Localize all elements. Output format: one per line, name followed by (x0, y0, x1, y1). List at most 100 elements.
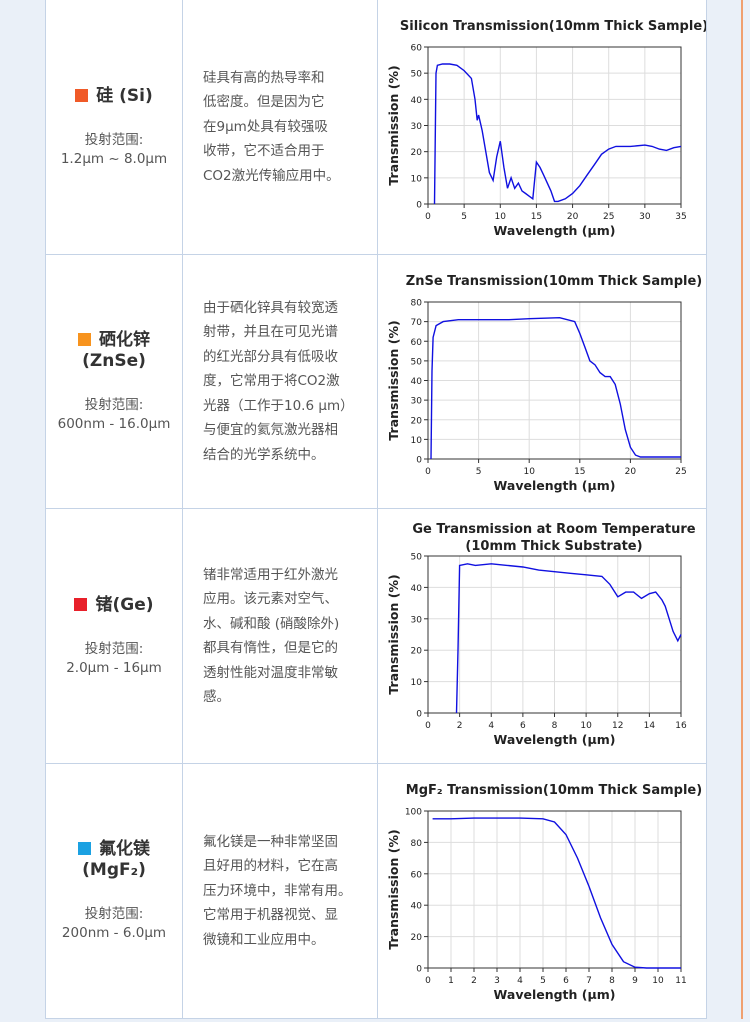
description-line: 且好用的材料，它在高 (203, 858, 338, 875)
y-tick-label: 40 (411, 584, 423, 594)
description-line: 硅具有高的热导率和 (203, 69, 325, 86)
description-line: 射带，并且在可见光谱 (203, 324, 338, 341)
color-swatch (78, 842, 91, 855)
y-tick-label: 40 (411, 377, 423, 387)
y-tick-label: 20 (411, 933, 423, 943)
x-tick-label: 20 (625, 467, 637, 477)
range-value: 600nm - 16.0μm (57, 415, 171, 432)
x-tick-label: 11 (675, 976, 686, 986)
y-tick-label: 30 (411, 122, 423, 132)
x-axis-label: Wavelength (μm) (494, 478, 616, 493)
color-swatch (78, 332, 91, 346)
x-tick-label: 0 (425, 721, 431, 731)
chart-title: ZnSe Transmission(10mm Thick Sample) (406, 274, 702, 289)
material-name: 氟化镁 (78, 839, 150, 860)
chart-title: MgF₂ Transmission(10mm Thick Sample) (406, 783, 702, 798)
chart-subtitle: (10mm Thick Substrate) (465, 539, 642, 554)
x-tick-label: 12 (612, 721, 623, 731)
y-tick-label: 30 (411, 615, 423, 625)
x-tick-label: 3 (494, 976, 500, 986)
y-tick-label: 60 (411, 338, 423, 348)
chart-cell: MgF₂ Transmission(10mm Thick Sample) 0 20 4… (379, 764, 706, 1018)
description-line: 都具有惰性，但是它的 (203, 640, 338, 656)
x-tick-label: 10 (580, 721, 592, 731)
x-axis-label: Wavelength (μm) (494, 223, 616, 238)
material-name: (MgF₂) (82, 860, 146, 881)
y-tick-label: 0 (416, 965, 422, 975)
y-tick-label: 30 (411, 397, 423, 407)
data-line (455, 563, 682, 714)
table: 硅 (Si) 投射范围: 1.2μm ~ 8.0μm 硅具有高的热导率和 低密度。但是因… (45, 0, 708, 1019)
description-line: 氟化镁是一种非常坚固 (203, 833, 338, 850)
name-text: (ZnSe) (82, 350, 146, 371)
plot-border (427, 301, 682, 460)
name-text: 硒化锌 (99, 329, 150, 350)
x-tick-label: 4 (517, 976, 523, 986)
y-tick-label: 10 (411, 678, 423, 688)
chart: Ge Transmission at Room Temperature (10mm… (386, 522, 696, 747)
range-value: 200nm - 6.0μm (61, 925, 167, 941)
range-value: 2.0μm - 16μm (66, 659, 162, 676)
data-line (430, 316, 681, 460)
y-tick-label: 20 (411, 647, 423, 657)
table-row: 氟化镁 (MgF₂) 投射范围: 200nm - 6.0μm 氟化镁是一种非常坚固 且好用… (46, 764, 706, 1019)
description-cell: 锗非常适用于红外激光 应用。该元素对空气、 水、碱和酸 (硝酸除外) 都具有惰性，但是… (183, 509, 378, 763)
y-tick-label: 0 (416, 456, 422, 466)
x-tick-label: 14 (644, 721, 656, 731)
data-line (433, 63, 682, 205)
description-line: 在9μm处具有较强吸 (203, 118, 328, 135)
y-tick-label: 10 (411, 436, 423, 446)
y-tick-label: 0 (416, 201, 422, 211)
y-tick-label: 20 (411, 416, 423, 426)
chart-cell: ZnSe Transmission(10mm Thick Sample) 0 10 2… (379, 255, 706, 508)
y-tick-label: 40 (411, 902, 423, 912)
plot-border (427, 810, 682, 969)
chart-title: Ge Transmission at Room Temperature (412, 522, 695, 537)
x-tick-label: 20 (567, 212, 579, 222)
x-tick-label: 15 (574, 467, 585, 477)
material-cell: 硒化锌 (ZnSe) 投射范围: 600nm - 16.0μm (46, 255, 183, 508)
x-tick-label: 25 (675, 467, 686, 477)
description-line: 锗非常适用于红外激光 (203, 566, 338, 583)
x-tick-label: 4 (488, 721, 494, 731)
x-tick-label: 10 (652, 976, 664, 986)
name-text: (MgF₂) (82, 860, 146, 880)
chart-cell: Silicon Transmission(10mm Thick Sample) 0… (379, 0, 708, 254)
range-label: 投射范围: (84, 906, 144, 922)
description-line: 与便宜的氦氖激光器相 (203, 422, 338, 439)
x-tick-label: 25 (603, 212, 614, 222)
description-line: 结合的光学系统中。 (203, 446, 325, 463)
chart: MgF₂ Transmission(10mm Thick Sample) 0 20 4… (386, 783, 702, 1002)
x-axis-label: Wavelength (μm) (494, 987, 616, 1002)
material-cell: 氟化镁 (MgF₂) 投射范围: 200nm - 6.0μm (46, 764, 183, 1018)
x-tick-label: 10 (495, 212, 507, 222)
chart-title: Silicon Transmission(10mm Thick Sample) (400, 19, 706, 34)
y-tick-label: 50 (411, 70, 423, 80)
y-tick-label: 80 (411, 839, 423, 849)
x-tick-label: 5 (476, 467, 482, 477)
x-tick-label: 7 (586, 976, 592, 986)
edge-line (741, 0, 743, 1019)
chart: Silicon Transmission(10mm Thick Sample) 0… (386, 19, 708, 238)
material-name: 锗(Ge) (74, 595, 154, 616)
x-tick-label: 1 (448, 976, 454, 986)
range-label: 投射范围: (84, 640, 144, 657)
description-line: 压力环境中，非常有用。 (203, 882, 352, 899)
description-cell: 由于硒化锌具有较宽透 射带，并且在可见光谱 的红光部分具有低吸收 度，它常用于将CO2… (183, 255, 378, 508)
description-cell: 氟化镁是一种非常坚固 且好用的材料，它在高 压力环境中，非常有用。 它常用于机器视觉、… (183, 764, 378, 1018)
description-line: 低密度。但是因为它 (203, 94, 325, 111)
y-tick-label: 60 (411, 870, 423, 880)
description-line: 的红光部分具有低吸收 (203, 348, 338, 365)
y-tick-label: 80 (411, 299, 423, 309)
range-label: 投射范围: (84, 131, 144, 148)
y-axis-label: Transmission (%) (386, 829, 401, 949)
description-line: 水、碱和酸 (硝酸除外) (203, 615, 340, 632)
x-tick-label: 2 (471, 976, 477, 986)
description-line: 应用。该元素对空气、 (203, 591, 338, 607)
data-line (432, 817, 681, 969)
y-axis-label: Transmission (%) (386, 320, 401, 440)
chart-cell: Ge Transmission at Room Temperature (10mm… (379, 509, 706, 763)
x-tick-label: 5 (540, 976, 546, 986)
x-tick-label: 0 (425, 467, 431, 477)
